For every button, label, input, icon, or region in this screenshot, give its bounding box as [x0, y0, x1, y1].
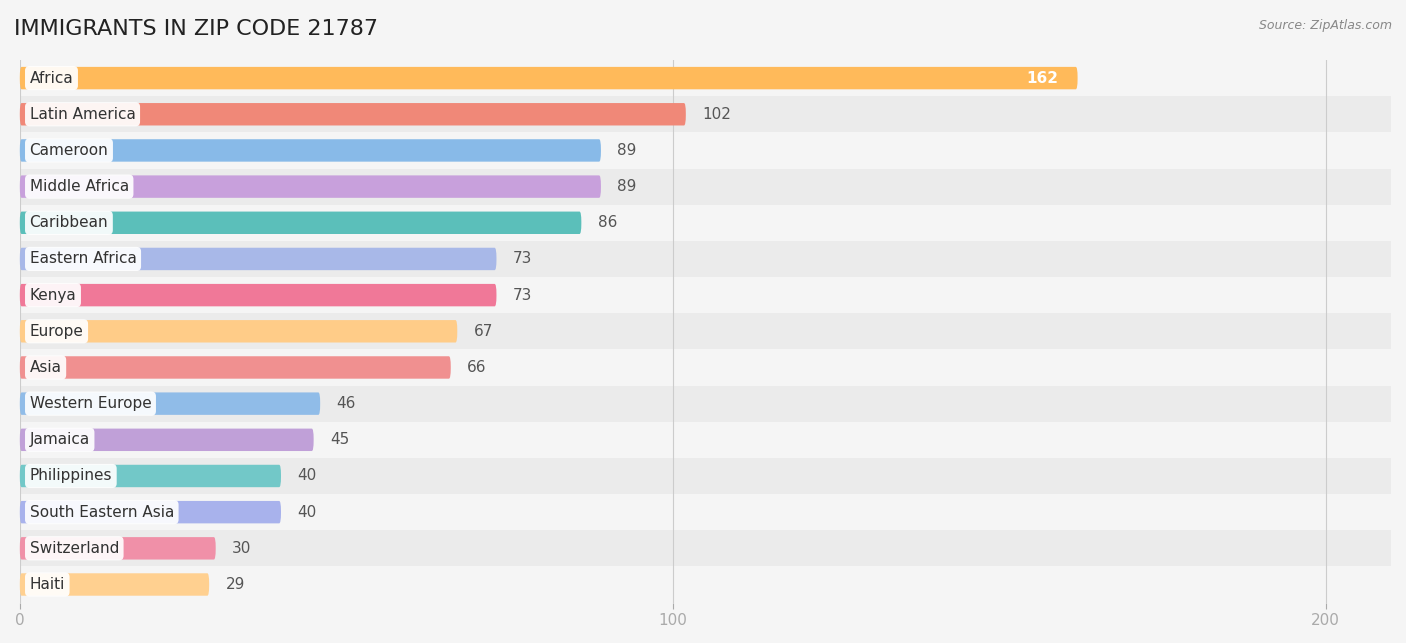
- Text: Kenya: Kenya: [30, 287, 76, 303]
- Text: 46: 46: [336, 396, 356, 411]
- Text: Caribbean: Caribbean: [30, 215, 108, 230]
- Bar: [20, 132, 1391, 168]
- Text: Jamaica: Jamaica: [30, 432, 90, 448]
- Text: 89: 89: [617, 143, 637, 158]
- Text: Haiti: Haiti: [30, 577, 65, 592]
- Bar: [20, 313, 1391, 349]
- Bar: [20, 566, 1391, 602]
- FancyBboxPatch shape: [20, 284, 496, 306]
- FancyBboxPatch shape: [20, 356, 451, 379]
- Text: 102: 102: [702, 107, 731, 122]
- FancyBboxPatch shape: [20, 392, 321, 415]
- FancyBboxPatch shape: [20, 574, 209, 595]
- Text: 29: 29: [225, 577, 245, 592]
- Text: Africa: Africa: [30, 71, 73, 86]
- Text: 89: 89: [617, 179, 637, 194]
- Text: Cameroon: Cameroon: [30, 143, 108, 158]
- FancyBboxPatch shape: [20, 212, 581, 234]
- Bar: [20, 349, 1391, 386]
- Text: 66: 66: [467, 360, 486, 375]
- Bar: [20, 277, 1391, 313]
- Text: 73: 73: [513, 287, 531, 303]
- Text: Philippines: Philippines: [30, 469, 112, 484]
- FancyBboxPatch shape: [20, 176, 600, 198]
- Text: Asia: Asia: [30, 360, 62, 375]
- FancyBboxPatch shape: [20, 248, 496, 270]
- Text: 86: 86: [598, 215, 617, 230]
- FancyBboxPatch shape: [20, 103, 686, 125]
- Text: 40: 40: [297, 505, 316, 520]
- Bar: [20, 168, 1391, 204]
- Bar: [20, 530, 1391, 566]
- FancyBboxPatch shape: [20, 501, 281, 523]
- Text: 30: 30: [232, 541, 252, 556]
- Bar: [20, 241, 1391, 277]
- FancyBboxPatch shape: [20, 465, 281, 487]
- Text: Switzerland: Switzerland: [30, 541, 120, 556]
- Text: IMMIGRANTS IN ZIP CODE 21787: IMMIGRANTS IN ZIP CODE 21787: [14, 19, 378, 39]
- Text: Middle Africa: Middle Africa: [30, 179, 129, 194]
- Text: Europe: Europe: [30, 324, 83, 339]
- FancyBboxPatch shape: [20, 320, 457, 343]
- Bar: [20, 422, 1391, 458]
- Text: Europe: Europe: [30, 324, 83, 339]
- Text: Latin America: Latin America: [30, 107, 135, 122]
- FancyBboxPatch shape: [20, 140, 600, 161]
- Text: Kenya: Kenya: [30, 287, 76, 303]
- Text: Haiti: Haiti: [30, 577, 65, 592]
- Text: Eastern Africa: Eastern Africa: [30, 251, 136, 266]
- Bar: [20, 386, 1391, 422]
- Bar: [20, 458, 1391, 494]
- FancyBboxPatch shape: [20, 537, 215, 559]
- Text: South Eastern Asia: South Eastern Asia: [30, 505, 174, 520]
- Text: Latin America: Latin America: [30, 107, 135, 122]
- Text: South Eastern Asia: South Eastern Asia: [30, 505, 174, 520]
- Text: 67: 67: [474, 324, 494, 339]
- Text: Africa: Africa: [30, 71, 73, 86]
- Text: Eastern Africa: Eastern Africa: [30, 251, 136, 266]
- Text: Source: ZipAtlas.com: Source: ZipAtlas.com: [1258, 19, 1392, 32]
- Text: Philippines: Philippines: [30, 469, 112, 484]
- Text: Middle Africa: Middle Africa: [30, 179, 129, 194]
- Bar: [20, 204, 1391, 241]
- Text: Switzerland: Switzerland: [30, 541, 120, 556]
- Text: Western Europe: Western Europe: [30, 396, 152, 411]
- Bar: [20, 494, 1391, 530]
- Text: 162: 162: [1026, 71, 1057, 86]
- Text: 73: 73: [513, 251, 531, 266]
- Text: Jamaica: Jamaica: [30, 432, 90, 448]
- FancyBboxPatch shape: [20, 67, 1077, 89]
- Bar: [20, 96, 1391, 132]
- Text: Caribbean: Caribbean: [30, 215, 108, 230]
- Text: Western Europe: Western Europe: [30, 396, 152, 411]
- Bar: [20, 60, 1391, 96]
- Text: 40: 40: [297, 469, 316, 484]
- Text: Cameroon: Cameroon: [30, 143, 108, 158]
- Text: Asia: Asia: [30, 360, 62, 375]
- FancyBboxPatch shape: [20, 429, 314, 451]
- Text: 45: 45: [330, 432, 349, 448]
